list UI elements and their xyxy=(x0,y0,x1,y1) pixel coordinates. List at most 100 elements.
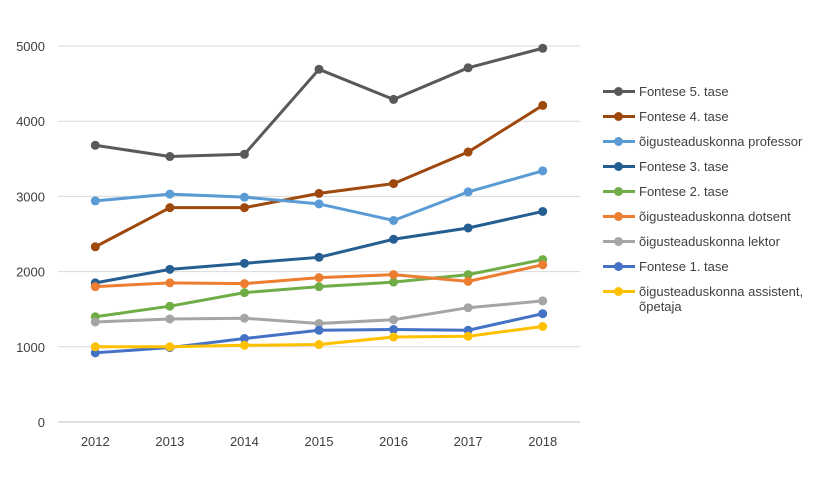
data-point xyxy=(90,140,100,150)
x-tick-label: 2012 xyxy=(81,434,110,449)
data-point xyxy=(314,325,324,335)
legend-swatch xyxy=(603,209,635,223)
legend-swatch xyxy=(603,184,635,198)
data-point xyxy=(165,264,175,274)
data-point xyxy=(389,179,399,189)
x-tick-label: 2014 xyxy=(230,434,259,449)
legend-label: Fontese 3. tase xyxy=(639,159,729,174)
legend-item: õigusteaduskonna dotsent xyxy=(603,209,831,234)
series-8 xyxy=(90,309,548,358)
legend-item: õigusteaduskonna professor xyxy=(603,134,831,159)
series-1 xyxy=(90,43,548,162)
data-point xyxy=(165,203,175,213)
series-7 xyxy=(90,296,548,328)
data-point xyxy=(314,340,324,350)
legend-swatch xyxy=(603,84,635,98)
data-point xyxy=(463,187,473,197)
data-point xyxy=(463,223,473,233)
x-tick-label: 2013 xyxy=(155,434,184,449)
data-point xyxy=(90,242,100,252)
series-6 xyxy=(90,260,548,292)
data-point xyxy=(463,276,473,286)
data-point xyxy=(90,282,100,292)
legend-swatch xyxy=(603,109,635,123)
data-point xyxy=(165,314,175,324)
legend-label: Fontese 4. tase xyxy=(639,109,729,124)
legend-swatch xyxy=(603,284,635,298)
data-point xyxy=(389,315,399,325)
legend-item: õigusteaduskonna lektor xyxy=(603,234,831,259)
x-tick-label: 2016 xyxy=(379,434,408,449)
data-point xyxy=(165,189,175,199)
legend-item: õigusteaduskonna assistent, õpetaja xyxy=(603,284,831,314)
data-point xyxy=(314,252,324,262)
data-point xyxy=(314,282,324,292)
data-point xyxy=(389,332,399,342)
data-point xyxy=(463,63,473,73)
data-point xyxy=(239,334,249,344)
data-point xyxy=(165,301,175,311)
legend-item: Fontese 1. tase xyxy=(603,259,831,284)
data-point xyxy=(389,277,399,287)
data-point xyxy=(239,192,249,202)
legend-label: Fontese 5. tase xyxy=(639,84,729,99)
data-point xyxy=(239,203,249,213)
data-point xyxy=(538,321,548,331)
data-point xyxy=(239,149,249,159)
data-point xyxy=(389,270,399,280)
legend-item: Fontese 5. tase xyxy=(603,84,831,109)
data-point xyxy=(538,100,548,110)
series-5 xyxy=(90,255,548,322)
data-point xyxy=(314,318,324,328)
series-2 xyxy=(90,100,548,252)
data-point xyxy=(389,94,399,104)
data-point xyxy=(239,279,249,289)
data-point xyxy=(463,303,473,313)
legend-label: õigusteaduskonna dotsent xyxy=(639,209,791,224)
y-axis-tick-labels: 0 1000 2000 3000 4000 5000 xyxy=(16,39,45,430)
series-line xyxy=(93,46,545,159)
legend-swatch xyxy=(603,159,635,173)
y-tick-label: 3000 xyxy=(16,189,45,204)
data-point xyxy=(538,166,548,176)
y-tick-label: 4000 xyxy=(16,114,45,129)
data-point xyxy=(538,296,548,306)
legend-item: Fontese 3. tase xyxy=(603,159,831,184)
gridlines xyxy=(58,45,580,423)
legend-swatch xyxy=(603,259,635,273)
data-point xyxy=(389,215,399,225)
y-tick-label: 5000 xyxy=(16,39,45,54)
data-point xyxy=(314,199,324,209)
data-point xyxy=(165,152,175,162)
y-tick-label: 1000 xyxy=(16,340,45,355)
data-point xyxy=(239,288,249,298)
series-lines xyxy=(90,43,548,358)
data-point xyxy=(538,43,548,53)
data-point xyxy=(389,325,399,335)
series-4 xyxy=(90,206,548,288)
data-point xyxy=(165,278,175,288)
legend-item: Fontese 4. tase xyxy=(603,109,831,134)
data-point xyxy=(90,342,100,352)
data-point xyxy=(538,206,548,216)
data-point xyxy=(90,317,100,327)
series-3 xyxy=(90,166,548,225)
legend-label: õigusteaduskonna assistent, õpetaja xyxy=(639,284,804,314)
x-axis-tick-labels: 2012 2013 2014 2015 2016 2017 2018 xyxy=(81,434,557,449)
data-point xyxy=(90,196,100,206)
legend-label: õigusteaduskonna professor xyxy=(639,134,803,149)
legend-label: Fontese 2. tase xyxy=(639,184,729,199)
data-point xyxy=(239,340,249,350)
legend-item: Fontese 2. tase xyxy=(603,184,831,209)
legend-label: Fontese 1. tase xyxy=(639,259,729,274)
data-point xyxy=(239,313,249,323)
x-tick-label: 2015 xyxy=(305,434,334,449)
data-point xyxy=(314,64,324,74)
legend-swatch xyxy=(603,134,635,148)
data-point xyxy=(239,258,249,268)
y-tick-label: 2000 xyxy=(16,265,45,280)
y-tick-label: 0 xyxy=(38,415,45,430)
data-point xyxy=(463,147,473,157)
data-point xyxy=(463,270,473,280)
